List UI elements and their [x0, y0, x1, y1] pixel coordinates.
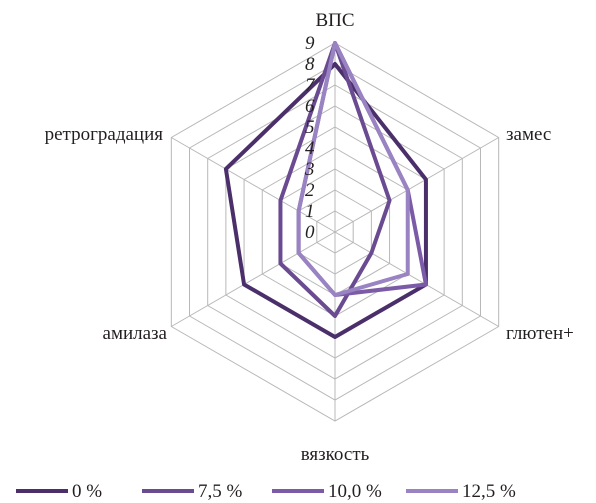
axis-label-2: глютен+: [506, 323, 574, 344]
axis-label-4: амилаза: [103, 323, 168, 344]
axis-labels: ВПС замес глютен+ вязкость амилаза ретрограда…: [45, 10, 574, 465]
tick-label-6: 6: [305, 96, 315, 117]
legend-label-1: 7,5 %: [198, 481, 243, 502]
radar-grid: [170, 42, 500, 422]
legend-label-2: 10,0 %: [328, 481, 382, 502]
legend-item-1: 7,5 %: [142, 481, 243, 502]
tick-label-2: 2: [305, 180, 315, 201]
tick-label-1: 1: [305, 201, 315, 222]
axis-label-3: вязкость: [301, 444, 370, 465]
tick-label-9: 9: [305, 33, 315, 54]
axis-label-0: ВПС: [315, 10, 354, 31]
tick-label-5: 5: [305, 117, 315, 138]
legend-item-2: 10,0 %: [272, 481, 382, 502]
series-line-3: [296, 41, 410, 297]
legend-label-3: 12,5 %: [462, 481, 516, 502]
spoke-2: [334, 231, 499, 327]
axis-label-1: замес: [506, 124, 551, 145]
legend-label-0: 0 %: [72, 481, 102, 502]
axis-label-5: ретроградация: [45, 124, 164, 145]
spoke-5: [171, 137, 336, 233]
tick-label-8: 8: [305, 54, 315, 75]
legend-item-0: 0 %: [16, 481, 102, 502]
legend: 0 % 7,5 % 10,0 % 12,5 %: [16, 481, 516, 502]
series-line-0: [223, 62, 428, 339]
tick-label-4: 4: [305, 138, 315, 159]
spoke-4: [171, 231, 336, 327]
series-layer: [223, 41, 428, 339]
spoke-1: [334, 137, 499, 233]
tick-label-3: 3: [304, 159, 315, 180]
legend-item-3: 12,5 %: [406, 481, 516, 502]
tick-label-0: 0: [305, 222, 315, 243]
series-line-1: [278, 41, 392, 318]
tick-label-7: 7: [305, 75, 316, 96]
